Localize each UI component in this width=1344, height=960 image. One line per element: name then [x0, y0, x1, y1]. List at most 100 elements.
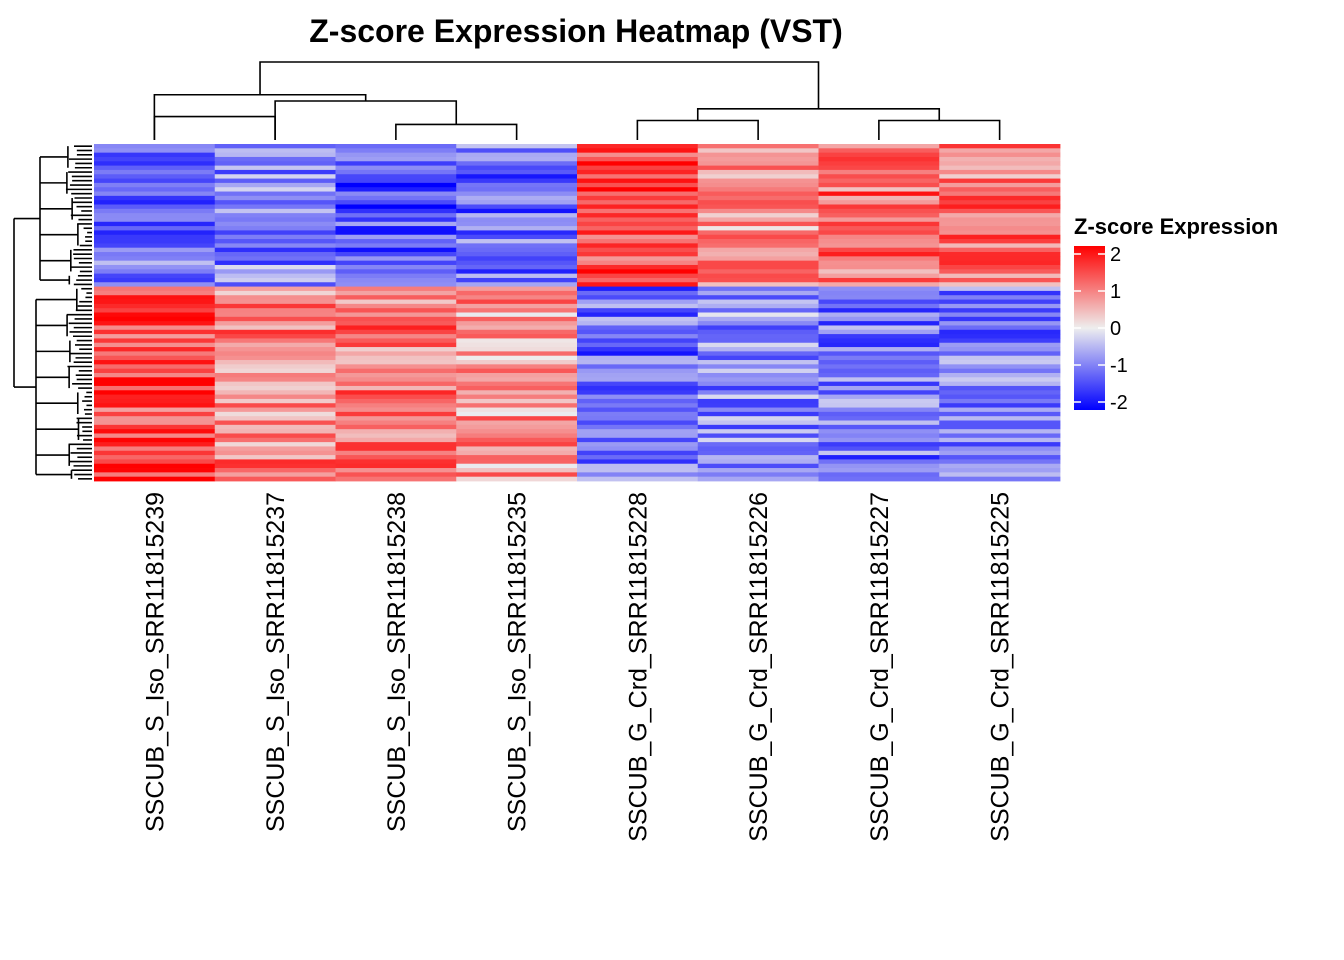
heatmap-cell — [577, 364, 699, 370]
heatmap-cell — [456, 364, 578, 370]
heatmap-cell — [456, 381, 578, 387]
heatmap-cell — [939, 468, 1061, 473]
heatmap-cell — [456, 463, 578, 469]
chart-title: Z-score Expression Heatmap (VST) — [309, 13, 842, 49]
heatmap-cell — [94, 161, 216, 166]
dendrogram-branch — [395, 123, 518, 140]
heatmap-cell — [577, 182, 699, 188]
heatmap-cell — [456, 182, 578, 188]
heatmap-cell — [335, 351, 457, 357]
heatmap-cell — [577, 290, 699, 296]
heatmap-cell — [697, 334, 819, 339]
heatmap-cell — [456, 303, 578, 309]
heatmap-cell — [818, 316, 940, 322]
heatmap-cell — [94, 247, 216, 253]
heatmap-cell — [939, 247, 1061, 253]
heatmap-cell — [335, 450, 457, 456]
heatmap-cell — [939, 165, 1061, 171]
heatmap-cell — [939, 156, 1061, 162]
heatmap-cell — [94, 208, 216, 214]
heatmap-cell — [818, 230, 940, 236]
legend-tick-label: 2 — [1110, 244, 1121, 266]
heatmap-cell — [577, 403, 699, 408]
heatmap-cell — [94, 277, 216, 283]
heatmap-cell — [94, 463, 216, 469]
heatmap-cell — [939, 217, 1061, 223]
heatmap-cell — [456, 269, 578, 275]
heatmap-cell — [94, 195, 216, 201]
heatmap-cell — [94, 152, 216, 158]
heatmap-cell — [94, 165, 216, 171]
heatmap-cell — [214, 269, 336, 275]
heatmap-cell — [697, 446, 819, 452]
heatmap-cell — [456, 260, 578, 266]
heatmap-cell — [577, 472, 699, 478]
column-labels: SSCUB_S_Iso_SRR11815239 SSCUB_S_Iso_SRR11… — [141, 492, 1014, 842]
heatmap-cell — [818, 394, 940, 400]
heatmap-cell — [818, 208, 940, 214]
heatmap-cell — [335, 429, 457, 434]
heatmap-cell — [456, 165, 578, 171]
heatmap-cell — [214, 377, 336, 383]
heatmap-cell — [214, 468, 336, 473]
heatmap-cell — [94, 329, 216, 335]
heatmap-cell — [456, 178, 578, 184]
heatmap-cell — [335, 264, 457, 270]
heatmap-cell — [939, 174, 1061, 179]
heatmap-cell — [456, 243, 578, 249]
heatmap-cell — [94, 217, 216, 223]
heatmap-cell — [94, 360, 216, 365]
column-label: SSCUB_G_Crd_SRR11815227 — [866, 492, 894, 842]
heatmap-cell — [697, 385, 819, 391]
heatmap-cell — [697, 204, 819, 210]
heatmap-cell — [94, 325, 216, 331]
heatmap-cell — [456, 433, 578, 439]
heatmap-cell — [577, 372, 699, 378]
heatmap-cell — [577, 342, 699, 348]
heatmap-cell — [456, 161, 578, 166]
heatmap-cell — [577, 334, 699, 339]
heatmap-cell — [335, 390, 457, 395]
heatmap-cell — [335, 355, 457, 361]
heatmap-cell — [818, 329, 940, 335]
heatmap-cell — [456, 476, 578, 482]
heatmap-cell — [335, 342, 457, 348]
heatmap-cell — [697, 213, 819, 218]
heatmap-cell — [818, 377, 940, 383]
heatmap-cell — [456, 226, 578, 231]
heatmap-cell — [577, 442, 699, 447]
heatmap-cell — [577, 312, 699, 318]
heatmap-cell — [697, 148, 819, 154]
heatmap-cell — [697, 347, 819, 352]
heatmap-cell — [939, 476, 1061, 482]
heatmap-cell — [939, 256, 1061, 262]
heatmap-cell — [577, 316, 699, 322]
heatmap-cell — [94, 433, 216, 439]
heatmap-cell — [214, 230, 336, 236]
heatmap-cell — [939, 277, 1061, 283]
heatmap-cell — [697, 260, 819, 266]
heatmap-cell — [577, 381, 699, 387]
heatmap-cell — [818, 191, 940, 197]
heatmap-cell — [577, 243, 699, 249]
heatmap-cell — [697, 459, 819, 465]
heatmap-cell — [335, 295, 457, 300]
heatmap-cell — [214, 273, 336, 279]
heatmap-cell — [94, 234, 216, 240]
heatmap-cell — [697, 360, 819, 365]
heatmap-cell — [577, 277, 699, 283]
heatmap-cell — [94, 156, 216, 162]
heatmap-cell — [94, 303, 216, 309]
heatmap-cell — [939, 459, 1061, 465]
heatmap-cell — [697, 195, 819, 201]
heatmap-cell — [214, 247, 336, 253]
heatmap-cell — [577, 161, 699, 166]
heatmap-cell — [214, 243, 336, 249]
heatmap-cell — [818, 321, 940, 326]
heatmap-cell — [577, 282, 699, 287]
heatmap-cell — [818, 174, 940, 179]
heatmap-cell — [94, 390, 216, 395]
heatmap-cell — [697, 178, 819, 184]
heatmap-cell — [335, 200, 457, 205]
heatmap-cell — [818, 429, 940, 434]
